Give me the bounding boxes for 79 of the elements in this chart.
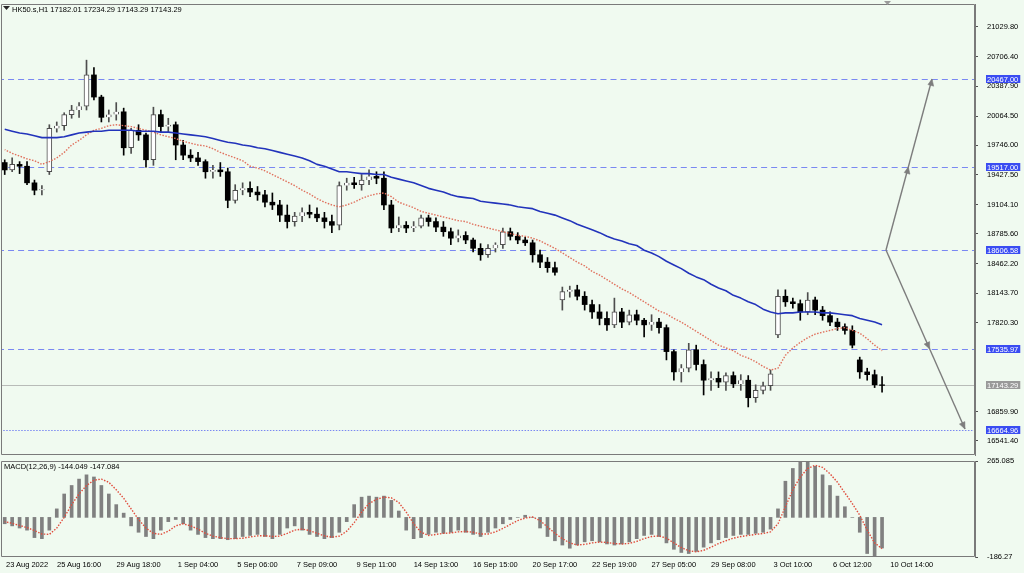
bar <box>419 517 423 538</box>
bar <box>813 466 817 518</box>
bar <box>857 517 862 533</box>
bar <box>501 517 505 525</box>
bar <box>880 517 884 549</box>
bar <box>40 517 44 539</box>
line-series <box>4 124 883 371</box>
bar <box>553 517 557 542</box>
bar <box>396 510 401 518</box>
bar <box>106 493 111 518</box>
bar <box>471 517 475 535</box>
bar <box>709 517 713 544</box>
bar <box>776 508 780 518</box>
bar <box>352 504 356 518</box>
bar <box>828 485 832 518</box>
bar <box>248 517 252 536</box>
bar <box>277 517 282 535</box>
bar <box>344 517 349 522</box>
bar <box>159 517 163 531</box>
bar <box>791 468 795 518</box>
line-series <box>4 464 883 553</box>
bar <box>330 517 334 538</box>
bar <box>605 517 609 545</box>
bar <box>634 517 639 539</box>
bar <box>508 517 513 520</box>
bar <box>225 517 230 541</box>
candlestick <box>879 376 885 393</box>
bar <box>92 476 96 518</box>
bar <box>62 493 67 518</box>
bar <box>738 517 743 535</box>
bar <box>367 495 371 518</box>
bar <box>761 517 765 533</box>
bar <box>263 517 267 537</box>
bar <box>434 517 438 533</box>
bar <box>47 517 52 531</box>
bar <box>724 517 728 538</box>
bar <box>463 517 468 533</box>
bar <box>843 506 847 518</box>
bar <box>456 517 461 531</box>
bar <box>575 517 580 546</box>
bar <box>448 517 453 533</box>
bar <box>627 517 632 543</box>
bar <box>538 517 542 529</box>
bar <box>567 517 572 549</box>
bar <box>144 517 148 537</box>
bar <box>54 508 59 518</box>
bar <box>694 517 699 552</box>
bar <box>233 517 238 539</box>
bar <box>300 517 304 531</box>
bar <box>686 517 691 554</box>
bar <box>337 517 342 533</box>
bar <box>382 495 386 518</box>
bar <box>523 514 528 518</box>
bar <box>77 478 81 518</box>
bar <box>672 517 676 550</box>
bar <box>211 517 215 539</box>
bar <box>121 512 126 518</box>
bar <box>114 504 119 518</box>
bar <box>590 517 594 542</box>
bar <box>620 517 624 545</box>
bar <box>657 517 661 537</box>
bar <box>404 517 409 531</box>
candlestick <box>403 221 410 233</box>
bar <box>315 517 319 537</box>
bar <box>285 517 290 529</box>
bar <box>181 517 185 525</box>
bar <box>166 517 171 522</box>
bar <box>486 517 490 533</box>
bar <box>129 517 133 527</box>
bar <box>865 517 870 554</box>
candlestick <box>864 367 871 381</box>
bar <box>25 517 29 531</box>
candlestick <box>314 207 320 222</box>
bar <box>679 517 684 553</box>
bar <box>196 517 200 535</box>
bar <box>292 517 297 527</box>
bar <box>642 517 646 536</box>
bar <box>173 517 178 520</box>
bar <box>746 517 751 535</box>
